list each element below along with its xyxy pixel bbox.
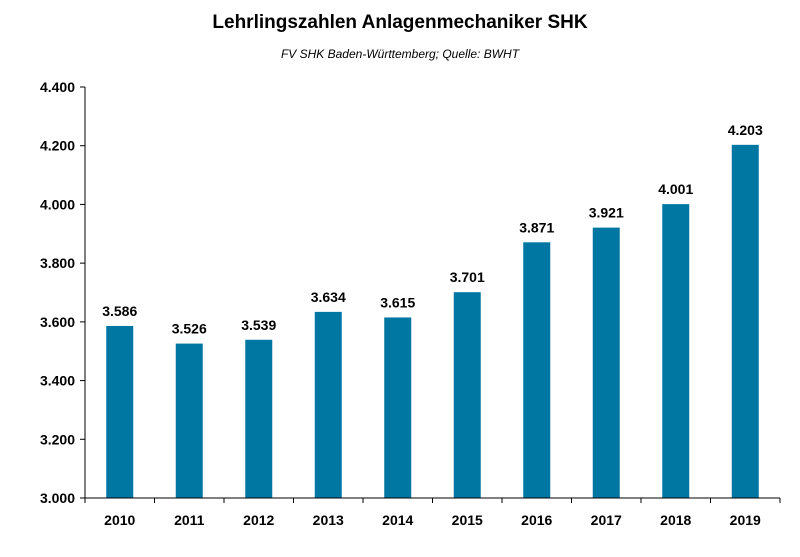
data-label: 3.634 xyxy=(311,289,346,305)
x-axis: 2010 2011 2012 2013 2014 2015 2016 2017 2018 2019 xyxy=(84,497,781,528)
bar-2013 xyxy=(314,311,342,498)
bar-2011 xyxy=(175,343,203,498)
bar-2017 xyxy=(592,227,620,498)
bar-2010 xyxy=(106,325,134,498)
x-tick-label: 2016 xyxy=(521,512,552,528)
bar-2012 xyxy=(245,339,273,498)
x-tick-label: 2013 xyxy=(313,512,344,528)
chart-title: Lehrlingszahlen Anlagenmechaniker SHK xyxy=(212,12,587,33)
data-label: 3.526 xyxy=(172,321,207,337)
y-tick-label: 3.200 xyxy=(40,431,75,447)
x-tick-label: 2010 xyxy=(104,512,135,528)
data-label: 3.871 xyxy=(519,219,554,235)
x-tick-label: 2015 xyxy=(452,512,483,528)
x-tick-label: 2012 xyxy=(243,512,274,528)
data-label: 3.586 xyxy=(102,303,137,319)
data-label: 4.203 xyxy=(728,122,763,138)
data-label: 3.539 xyxy=(241,317,276,333)
y-tick-label: 3.800 xyxy=(40,255,75,271)
bar-2014 xyxy=(384,317,412,498)
y-tick-label: 4.200 xyxy=(40,138,75,154)
data-label: 3.921 xyxy=(589,205,624,221)
bar-2019 xyxy=(731,144,759,499)
x-tick-label: 2017 xyxy=(591,512,622,528)
bar-2018 xyxy=(662,204,690,498)
y-tick-label: 3.000 xyxy=(40,490,75,506)
bar-2015 xyxy=(453,292,481,498)
x-tick-label: 2014 xyxy=(382,512,413,528)
chart-subtitle: FV SHK Baden-Württemberg; Quelle: BWHT xyxy=(281,47,521,61)
data-labels: 3.586 3.526 3.539 3.634 3.615 3.701 3.871 3.921… xyxy=(102,122,763,337)
x-tick-label: 2018 xyxy=(660,512,691,528)
x-tick-label: 2019 xyxy=(730,512,761,528)
data-label: 3.701 xyxy=(450,269,485,285)
y-axis: 3.000 3.200 3.400 3.600 3.800 4.000 4.200 4.400 xyxy=(40,79,86,506)
data-label: 4.001 xyxy=(658,181,693,197)
bars xyxy=(106,144,759,499)
data-label: 3.615 xyxy=(380,294,415,310)
x-tick-label: 2011 xyxy=(174,512,205,528)
y-tick-label: 3.600 xyxy=(40,314,75,330)
bar-2016 xyxy=(523,242,551,498)
y-tick-label: 4.400 xyxy=(40,79,75,95)
y-tick-label: 3.400 xyxy=(40,373,75,389)
y-tick-label: 4.000 xyxy=(40,196,75,212)
